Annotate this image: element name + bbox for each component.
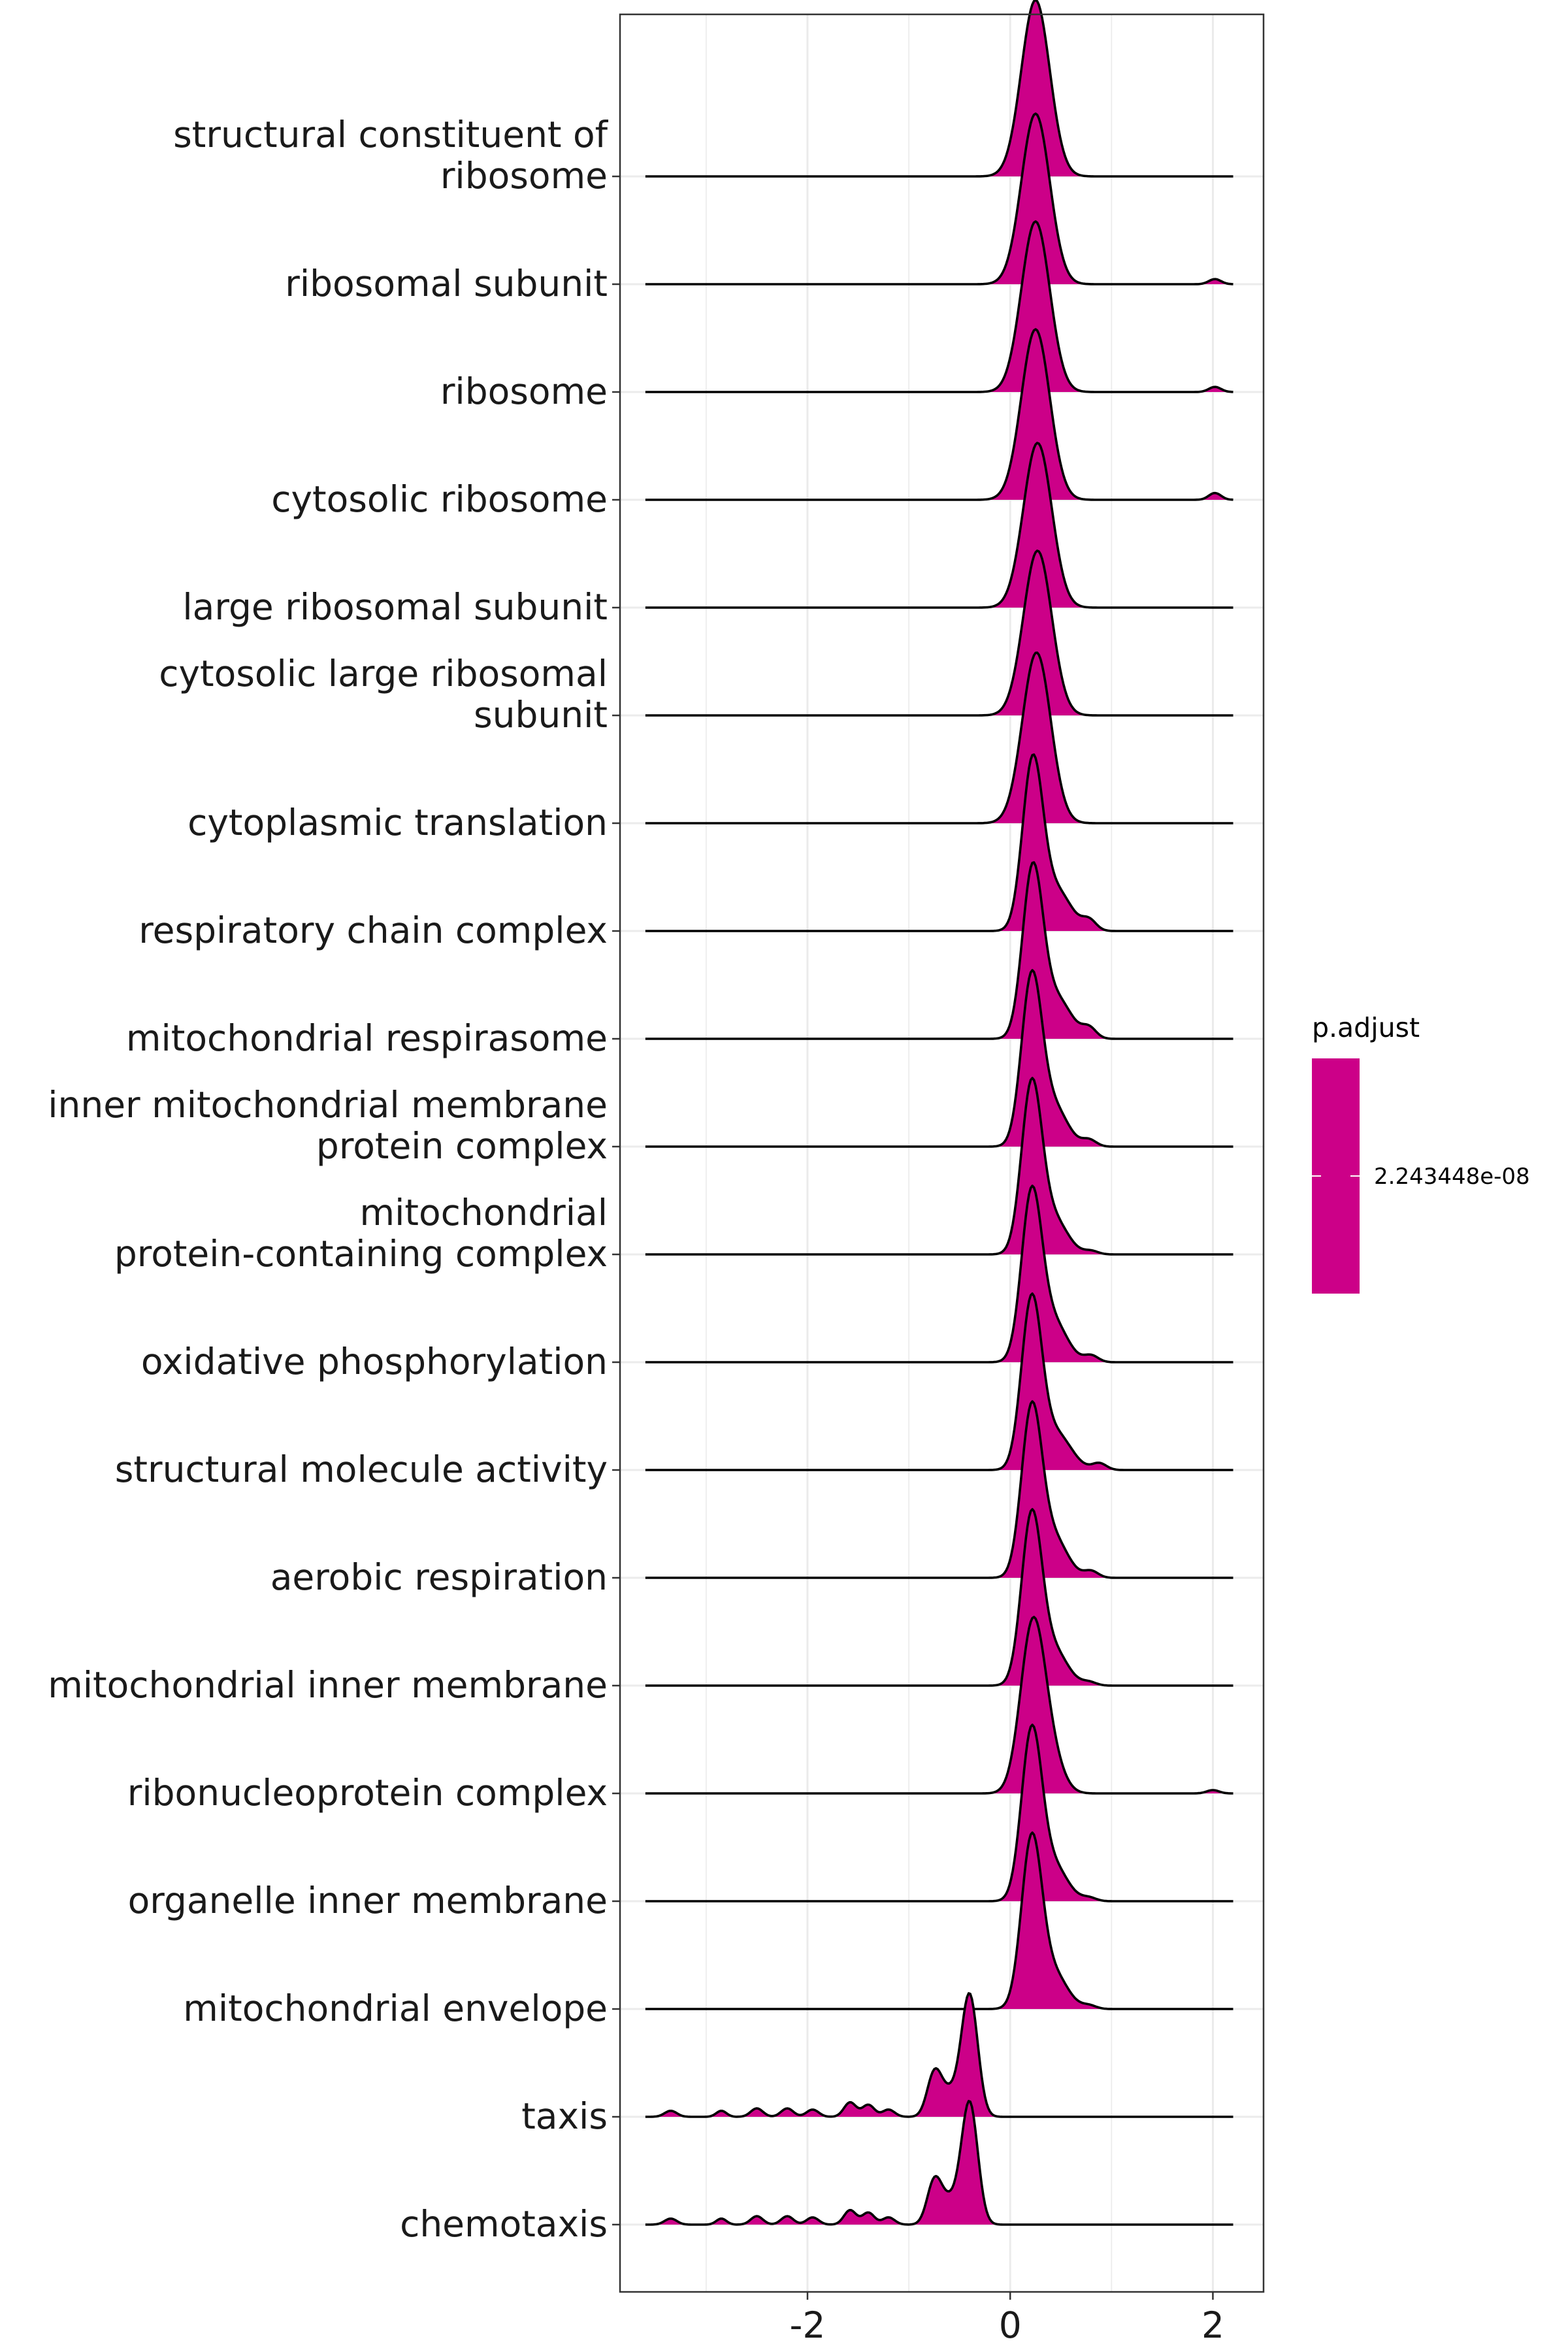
y-tick-label: mitochondrial envelope — [183, 1987, 608, 2029]
x-axis: -2 0 2 — [790, 2292, 1224, 2346]
y-axis: structural constituent ofribosomeribosom… — [48, 114, 620, 2245]
x-tick-label: 2 — [1201, 2304, 1224, 2346]
ridge-outline — [645, 328, 1233, 501]
ridge-outline — [645, 1723, 1233, 1903]
ridge-group — [645, 549, 1233, 717]
ridge-fill — [645, 1993, 1233, 2117]
ridge-outline — [645, 1992, 1233, 2118]
y-tick-label: mitochondrial respirasome — [126, 1017, 608, 1059]
ridge-outline — [645, 1616, 1233, 1795]
y-tick-label: cytosolic ribosome — [271, 478, 608, 520]
ridge-outline — [645, 112, 1233, 286]
y-tick-label: oxidative phosphorylation — [141, 1341, 608, 1382]
y-tick-label: taxis — [521, 2095, 608, 2137]
y-tick-label: large ribosomal subunit — [182, 586, 608, 628]
ridge-group — [645, 442, 1233, 609]
ridge-outline — [645, 861, 1233, 1040]
ridge-outline — [645, 220, 1233, 393]
y-tick-label: chemotaxis — [400, 2203, 608, 2245]
ridge-outline — [645, 1400, 1233, 1579]
ridge-outline — [645, 969, 1233, 1148]
ridge-group — [645, 1831, 1233, 2010]
ridge-outline — [645, 0, 1233, 178]
ridge-outline — [645, 651, 1233, 825]
ridge-outline — [645, 2100, 1233, 2226]
ridge-fill — [645, 2101, 1233, 2225]
ridge-group — [645, 753, 1233, 932]
ridge-outline — [645, 442, 1233, 609]
y-tick-label: ribosome — [440, 155, 608, 197]
ridge-group — [645, 0, 1233, 178]
y-tick-label: respiratory chain complex — [139, 909, 608, 951]
panel-background — [620, 14, 1264, 2292]
y-tick-label: inner mitochondrial membrane — [48, 1084, 608, 1126]
ridge-group — [645, 328, 1233, 501]
y-tick-label: protein-containing complex — [114, 1233, 608, 1275]
ridge-outline — [645, 1077, 1233, 1256]
y-tick-label: ribosome — [440, 370, 608, 412]
ridge-group — [645, 651, 1233, 825]
legend: p.adjust 2.243448e-08 — [1312, 1012, 1530, 1294]
y-tick-label: mitochondrial inner membrane — [48, 1664, 608, 1706]
ridge-group — [645, 1723, 1233, 1903]
y-tick-label: ribonucleoprotein complex — [127, 1772, 608, 1814]
y-tick-label: subunit — [474, 694, 608, 736]
ridge-group — [645, 1616, 1233, 1795]
ridge-outline — [645, 1831, 1233, 2010]
y-tick-label: aerobic respiration — [270, 1556, 608, 1598]
ridge-group — [645, 1992, 1233, 2118]
ridge-group — [645, 1400, 1233, 1579]
y-tick-label: mitochondrial — [360, 1192, 608, 1233]
ridge-group — [645, 1508, 1233, 1687]
ridge-group — [645, 1292, 1233, 1471]
y-tick-label: structural molecule activity — [115, 1448, 608, 1490]
y-tick-label: structural constituent of — [173, 114, 608, 155]
x-tick-label: -2 — [790, 2304, 826, 2346]
legend-title: p.adjust — [1312, 1012, 1420, 1043]
ridge-outline — [645, 753, 1233, 932]
ridge-group — [645, 1184, 1233, 1364]
y-tick-label: cytosolic large ribosomal — [159, 653, 608, 694]
legend-label: 2.243448e-08 — [1374, 1164, 1530, 1190]
ridge-group — [645, 112, 1233, 286]
y-tick-label: organelle inner membrane — [128, 1880, 608, 1921]
ridge-group — [645, 2100, 1233, 2226]
ridge-outline — [645, 1184, 1233, 1364]
ridge-outline — [645, 1292, 1233, 1471]
ridge-outline — [645, 549, 1233, 717]
y-tick-label: cytoplasmic translation — [188, 802, 608, 843]
x-tick-label: 0 — [999, 2304, 1022, 2346]
ridge-outline — [645, 1508, 1233, 1687]
ridge-group — [645, 969, 1233, 1148]
ridge-group — [645, 220, 1233, 393]
ridge-group — [645, 1077, 1233, 1256]
y-tick-label: protein complex — [316, 1125, 608, 1167]
ridges-layer — [645, 0, 1233, 2226]
ridge-group — [645, 861, 1233, 1040]
y-tick-label: ribosomal subunit — [285, 263, 608, 304]
panel-border — [619, 13, 1265, 2293]
